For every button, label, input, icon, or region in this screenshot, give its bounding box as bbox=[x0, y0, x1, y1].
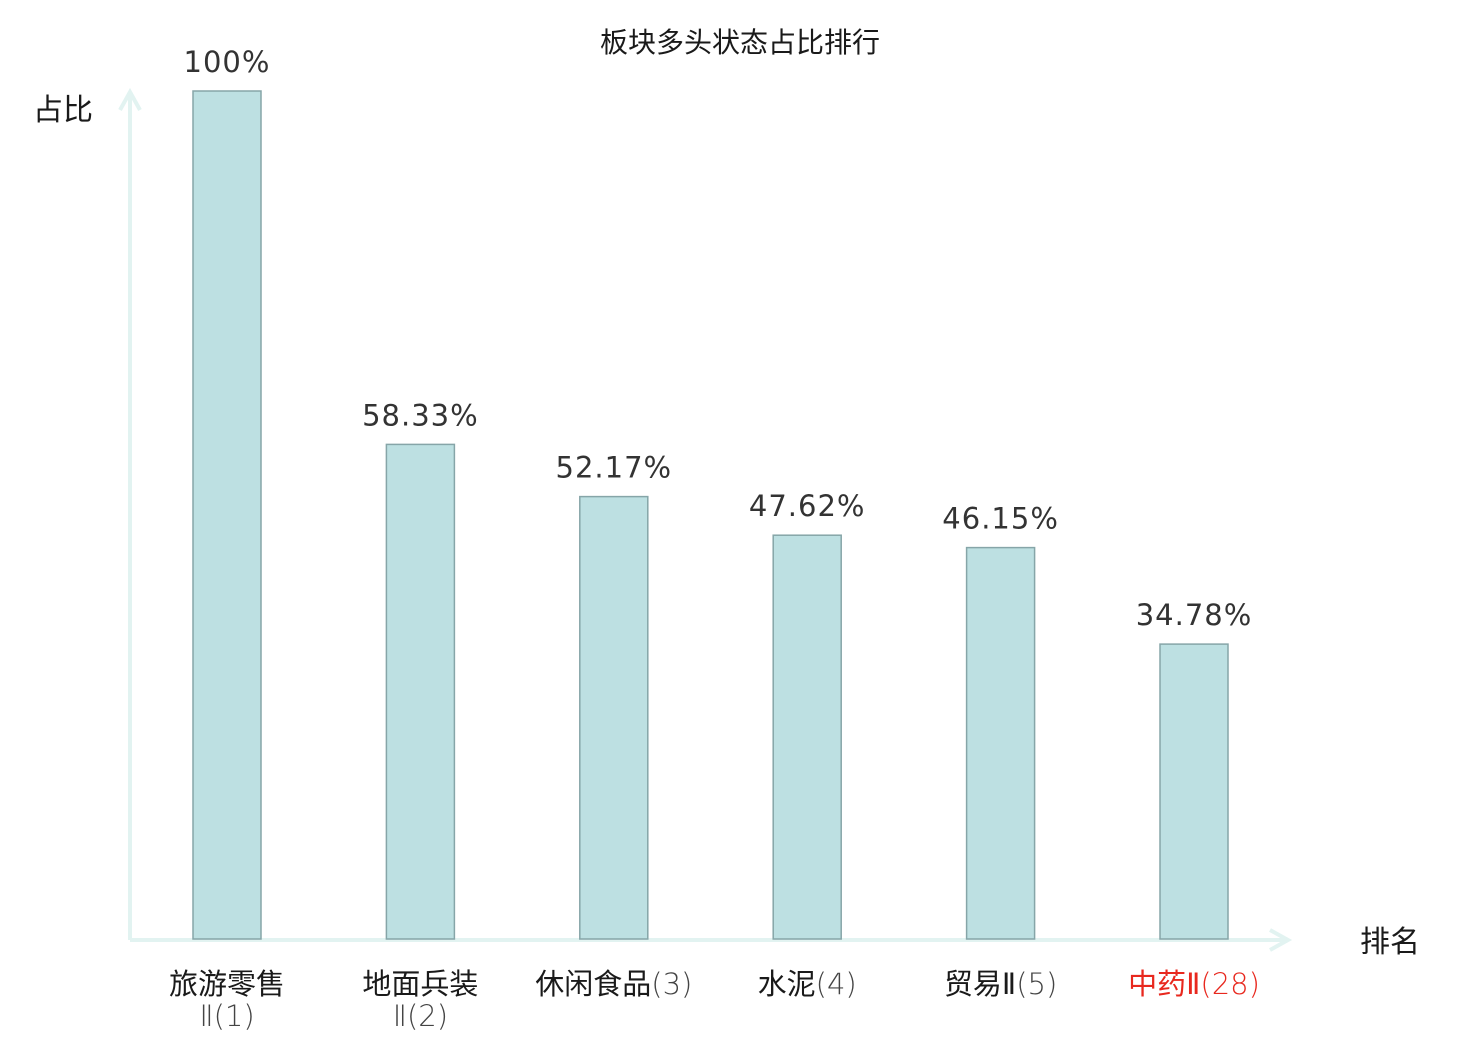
value-label-4: 47.62% bbox=[749, 489, 866, 523]
value-label-1: 100% bbox=[184, 45, 271, 79]
x-axis-label: 排名 bbox=[1360, 925, 1420, 960]
category-label-6: 中药Ⅱ(28) bbox=[1128, 967, 1260, 1001]
x-axis-arrow bbox=[1269, 928, 1293, 952]
bar-5 bbox=[965, 546, 1036, 940]
category-name-4: 水泥 bbox=[758, 967, 816, 1001]
chart-title: 板块多头状态占比排行 bbox=[600, 26, 880, 59]
category-label-1: 旅游零售 Ⅱ(1) bbox=[169, 967, 285, 1033]
y-axis bbox=[118, 87, 142, 940]
x-axis bbox=[130, 928, 1293, 952]
bar-1 bbox=[192, 90, 262, 940]
category-name-part1-2: 地面兵装 bbox=[362, 967, 478, 1001]
category-rank-3: (3) bbox=[651, 967, 692, 1001]
value-labels-group: 100% 58.33% 52.17% 47.62% 46.15% 34.78% bbox=[184, 45, 1253, 632]
category-name-3: 休闲食品 bbox=[535, 967, 651, 1001]
value-label-5: 46.15% bbox=[942, 502, 1059, 536]
category-label-5: 贸易Ⅱ(5) bbox=[944, 967, 1057, 1001]
y-axis-arrow bbox=[118, 87, 142, 111]
bar-6 bbox=[1159, 643, 1229, 940]
bars-group bbox=[192, 90, 1229, 940]
bar-4 bbox=[772, 534, 842, 940]
category-rank-2: Ⅱ(2) bbox=[393, 999, 448, 1033]
category-labels-group: 旅游零售 Ⅱ(1) 地面兵装 Ⅱ(2) 休闲食品(3) 水泥(4) 贸易Ⅱ(5) 中药Ⅱ(28… bbox=[169, 967, 1260, 1033]
category-label-4: 水泥(4) bbox=[758, 967, 857, 1001]
category-name-part1-1: 旅游零售 bbox=[169, 967, 285, 1001]
category-rank-5: (5) bbox=[1016, 967, 1057, 1001]
category-name-6: 中药Ⅱ bbox=[1128, 967, 1200, 1001]
category-rank-4: (4) bbox=[816, 967, 857, 1001]
category-rank-1: Ⅱ(1) bbox=[199, 999, 254, 1033]
bar-3 bbox=[579, 495, 649, 940]
category-name-5: 贸易Ⅱ bbox=[944, 967, 1016, 1001]
bar-2 bbox=[385, 443, 456, 940]
y-axis-label: 占比 bbox=[33, 93, 93, 128]
value-label-2: 58.33% bbox=[362, 398, 479, 432]
category-rank-6: (28) bbox=[1200, 967, 1260, 1001]
value-label-6: 34.78% bbox=[1136, 598, 1253, 632]
category-label-2: 地面兵装 Ⅱ(2) bbox=[362, 967, 478, 1033]
value-label-3: 52.17% bbox=[556, 451, 673, 485]
category-label-3: 休闲食品(3) bbox=[535, 967, 692, 1001]
